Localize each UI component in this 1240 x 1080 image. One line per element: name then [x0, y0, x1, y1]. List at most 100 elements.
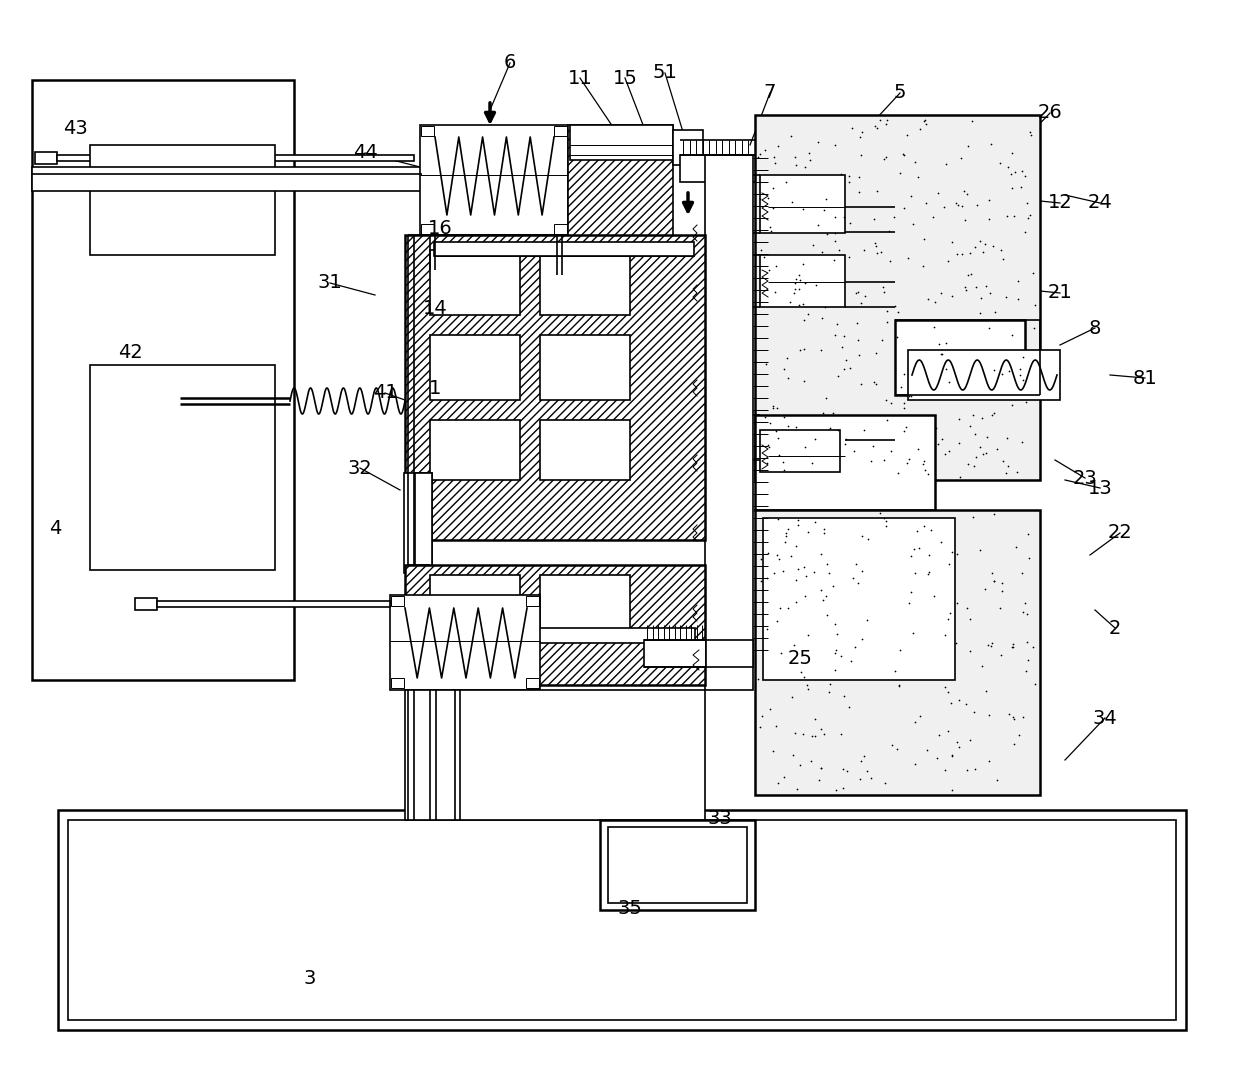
- Point: [985, 362, 1004, 379]
- Point: [866, 234, 885, 252]
- Point: [751, 572, 771, 590]
- Point: [957, 599, 977, 617]
- Point: [794, 725, 813, 742]
- Point: [768, 546, 787, 564]
- Point: [763, 179, 782, 197]
- Text: 42: 42: [118, 343, 143, 363]
- Point: [915, 461, 935, 478]
- Point: [817, 607, 837, 624]
- Point: [888, 464, 908, 482]
- Point: [779, 519, 799, 537]
- Point: [817, 555, 837, 572]
- Point: [980, 753, 999, 770]
- Point: [787, 559, 807, 577]
- Point: [960, 731, 980, 748]
- Point: [751, 707, 771, 725]
- Point: [950, 691, 970, 708]
- Point: [942, 233, 962, 251]
- Point: [786, 271, 806, 288]
- Bar: [568, 125, 673, 275]
- Point: [1012, 162, 1032, 179]
- Point: [897, 418, 916, 435]
- Point: [755, 408, 775, 426]
- Point: [831, 647, 851, 664]
- Point: [1009, 726, 1029, 743]
- Point: [805, 564, 825, 581]
- Point: [1011, 361, 1030, 378]
- Bar: [68, 820, 1176, 1020]
- Point: [975, 235, 994, 253]
- Point: [842, 652, 862, 670]
- Point: [758, 620, 777, 637]
- Point: [955, 279, 975, 296]
- Point: [947, 545, 967, 563]
- Point: [796, 567, 816, 584]
- Point: [901, 187, 921, 204]
- Point: [813, 592, 833, 609]
- Bar: [680, 156, 755, 183]
- Point: [764, 565, 784, 582]
- Bar: [430, 575, 520, 630]
- Point: [888, 328, 908, 346]
- Point: [785, 725, 805, 742]
- Point: [774, 768, 794, 785]
- Bar: [526, 678, 539, 688]
- Point: [949, 410, 968, 428]
- Point: [928, 750, 947, 767]
- Point: [1002, 145, 1022, 162]
- Point: [889, 678, 909, 696]
- Point: [894, 394, 914, 411]
- Point: [858, 611, 878, 629]
- Point: [777, 599, 797, 617]
- Bar: [908, 350, 1060, 400]
- Point: [848, 575, 868, 592]
- Point: [801, 752, 821, 769]
- Point: [858, 530, 878, 548]
- Point: [758, 455, 777, 472]
- Point: [782, 746, 802, 764]
- Point: [894, 147, 914, 164]
- Bar: [763, 518, 955, 680]
- Point: [816, 298, 836, 315]
- Point: [761, 222, 781, 240]
- Point: [867, 238, 887, 255]
- Text: 12: 12: [1048, 193, 1073, 213]
- Point: [973, 445, 993, 462]
- Point: [916, 742, 936, 759]
- Point: [861, 769, 880, 786]
- Point: [777, 369, 797, 387]
- Point: [998, 158, 1018, 175]
- Point: [947, 245, 967, 262]
- Point: [965, 703, 985, 720]
- Point: [1018, 605, 1038, 622]
- Point: [749, 148, 769, 165]
- Point: [931, 285, 951, 302]
- Point: [1001, 165, 1021, 183]
- Point: [980, 211, 999, 228]
- Point: [915, 111, 935, 129]
- Point: [1023, 638, 1043, 656]
- Point: [965, 760, 985, 778]
- Point: [854, 747, 874, 765]
- Point: [802, 727, 822, 744]
- Point: [877, 302, 897, 320]
- Point: [820, 564, 839, 581]
- Bar: [422, 126, 434, 136]
- Point: [880, 253, 900, 270]
- Text: 32: 32: [347, 459, 372, 477]
- Point: [952, 198, 972, 215]
- Point: [882, 737, 901, 754]
- Point: [1018, 525, 1038, 542]
- Point: [777, 417, 797, 434]
- Bar: [539, 335, 630, 400]
- Text: 1: 1: [429, 378, 441, 397]
- Point: [864, 117, 884, 134]
- Point: [976, 683, 996, 700]
- Point: [914, 517, 934, 535]
- Point: [1021, 126, 1040, 144]
- Point: [766, 257, 786, 274]
- Point: [789, 516, 808, 534]
- Bar: [420, 125, 568, 235]
- Text: 31: 31: [317, 273, 342, 293]
- Point: [904, 624, 924, 642]
